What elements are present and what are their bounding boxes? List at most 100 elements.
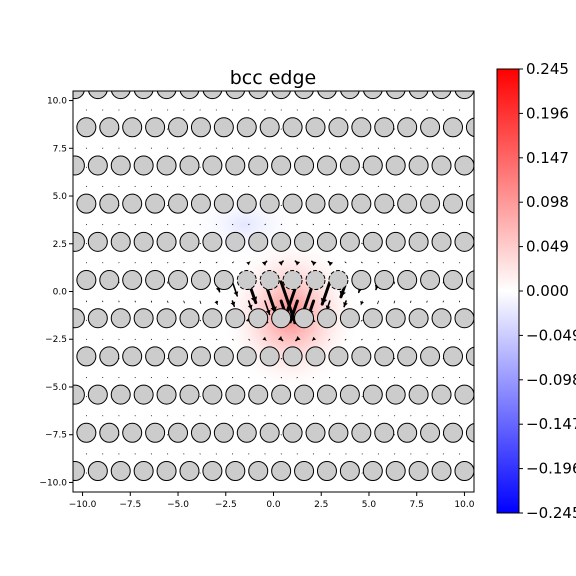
x-axis: −10.0 −7.5 −5.0 −2.5 0.0 2.5 5.0 7.5 10.0 [69, 492, 475, 510]
atom-marker [408, 460, 429, 481]
atom-marker [259, 422, 280, 443]
displacement-arrow [361, 338, 363, 341]
atom-marker [362, 155, 383, 176]
atom-marker [88, 91, 108, 100]
atom-marker [271, 91, 291, 100]
colorbar-tick-label: 0.147 [526, 149, 569, 167]
atom-marker [328, 117, 349, 138]
atom-marker [316, 460, 337, 481]
atom-marker [397, 117, 418, 138]
atom-marker [408, 91, 429, 100]
atom-marker [282, 193, 303, 214]
atom-marker [122, 270, 143, 291]
atom-marker [374, 346, 395, 367]
atom-marker [190, 346, 211, 367]
atom-marker [236, 422, 257, 443]
atom-marker [225, 460, 246, 481]
atom-marker [362, 231, 383, 252]
atom-marker [73, 231, 85, 252]
atom-marker [385, 155, 406, 176]
atom-marker [248, 384, 269, 405]
atom-marker [478, 309, 497, 328]
colorbar-tick-label: 0.000 [526, 282, 569, 300]
colorbar-tick-label: −0.196 [526, 460, 576, 478]
displacement-arrowhead [277, 335, 283, 341]
displacement-arrow [215, 261, 218, 264]
displacement-arrowhead [265, 309, 271, 315]
atom-marker [202, 155, 223, 176]
y-tick-label: 7.5 [53, 144, 67, 154]
atom-marker [442, 117, 463, 138]
atom-marker [305, 422, 326, 443]
atom-marker [305, 193, 326, 214]
atom-marker [179, 384, 200, 405]
displacement-arrowhead [247, 304, 253, 310]
atom-marker [99, 193, 120, 214]
atom-marker [282, 346, 303, 367]
atom-marker [408, 308, 429, 329]
atom-marker [478, 156, 497, 175]
atom-marker [122, 193, 143, 214]
atom-marker [202, 231, 223, 252]
colorbar-tick-label: 0.196 [526, 104, 569, 122]
atom-marker [339, 155, 360, 176]
atom-marker [248, 155, 269, 176]
atom-marker [362, 91, 383, 100]
atom-marker [271, 308, 292, 329]
y-tick-label: −10.0 [39, 478, 67, 488]
atom-marker [294, 308, 315, 329]
atom-marker [339, 384, 360, 405]
atom-marker [465, 346, 474, 367]
chart-title: bcc edge [230, 67, 317, 89]
y-tick-label: 5.0 [53, 192, 68, 202]
plot-area: −10.0 −7.5 −5.0 −2.5 0.0 2.5 5.0 7.5 10.0 −10.0−… [39, 80, 497, 510]
atom-marker [259, 117, 280, 138]
atom-marker [213, 270, 234, 291]
displacement-arrow [183, 300, 185, 304]
atom-marker [168, 422, 189, 443]
atom-marker [328, 346, 349, 367]
atom-marker [316, 308, 337, 329]
atom-marker [385, 384, 406, 405]
atom-marker [305, 270, 326, 291]
displacement-arrow [232, 338, 234, 341]
displacement-arrow [232, 261, 234, 264]
atom-marker [110, 308, 131, 329]
displacement-arrowhead [278, 261, 284, 266]
displacement-arrowhead [360, 301, 364, 305]
atom-marker [99, 346, 120, 367]
displacement-arrow [377, 261, 379, 264]
atom-marker [168, 346, 189, 367]
atom-marker [339, 460, 360, 481]
x-tick-label: −7.5 [119, 500, 141, 510]
atom-marker [122, 422, 143, 443]
displacement-arrowhead [246, 261, 251, 266]
atom-marker [236, 270, 257, 291]
displacement-arrow [199, 338, 201, 341]
atom-marker [168, 117, 189, 138]
colorbar-tick-label: −0.098 [526, 371, 576, 389]
atom-marker [73, 155, 85, 176]
atom-marker [478, 80, 497, 99]
atom-marker [133, 155, 154, 176]
atom-marker [99, 117, 120, 138]
atom-marker [305, 346, 326, 367]
x-tick-label: −2.5 [215, 500, 237, 510]
atom-marker [213, 422, 234, 443]
displacement-arrow [199, 300, 202, 304]
atom-marker [73, 353, 74, 360]
x-tick-label: 5.0 [362, 500, 377, 510]
atom-marker [397, 422, 418, 443]
atom-marker [305, 117, 326, 138]
displacement-arrow [199, 319, 202, 322]
atom-marker [478, 461, 497, 480]
atom-marker [213, 346, 234, 367]
displacement-arrowhead [343, 302, 348, 307]
displacement-arrowhead [250, 296, 258, 303]
atom-marker [362, 384, 383, 405]
atom-marker [133, 308, 154, 329]
atom-marker [76, 346, 97, 367]
atom-marker [420, 346, 441, 367]
atom-marker [248, 231, 269, 252]
y-tick-label: −5.0 [45, 383, 67, 393]
